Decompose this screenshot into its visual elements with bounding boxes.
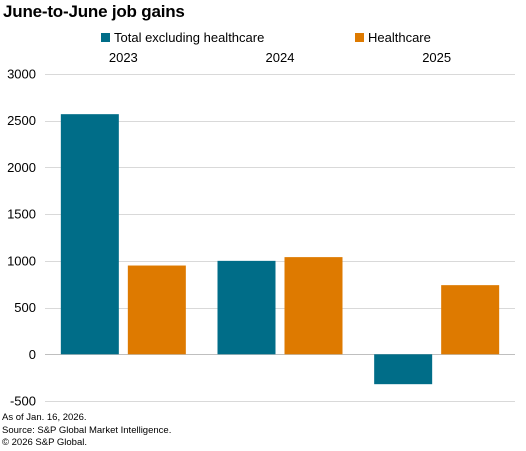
bar-healthcare <box>284 257 343 355</box>
footer-source: Source: S&P Global Market Intelligence. <box>2 424 172 436</box>
y-tick-label: 2000 <box>7 160 36 175</box>
legend-label-total-excluding-healthcare: Total excluding healthcare <box>114 30 265 45</box>
bar-healthcare <box>441 285 500 355</box>
legend-label-healthcare: Healthcare <box>368 30 431 45</box>
legend-item-healthcare: Healthcare <box>355 30 431 46</box>
legend: Total excluding healthcare Healthcare <box>0 30 526 48</box>
category-label: 2024 <box>266 50 295 65</box>
legend-swatch-healthcare <box>355 33 364 42</box>
chart-title: June-to-June job gains <box>3 2 185 21</box>
footer-notes: As of Jan. 16, 2026. Source: S&P Global … <box>2 412 171 450</box>
y-tick-label: 0 <box>29 347 36 362</box>
legend-swatch-total-excluding-healthcare <box>101 33 110 42</box>
y-tick-label: 1500 <box>7 207 36 222</box>
y-tick-label: -500 <box>10 394 36 409</box>
bar-healthcare <box>127 265 186 355</box>
bar-total-excluding-healthcare <box>60 114 119 355</box>
y-tick-label: 1000 <box>7 253 36 268</box>
bar-total-excluding-healthcare <box>374 354 433 385</box>
y-tick-label: 500 <box>14 300 36 315</box>
bar-total-excluding-healthcare <box>217 260 276 355</box>
y-tick-label: 3000 <box>7 67 36 82</box>
category-label: 2023 <box>109 50 138 65</box>
legend-item-total-excluding-healthcare: Total excluding healthcare <box>101 30 264 46</box>
footer-as-of: As of Jan. 16, 2026. <box>2 412 87 423</box>
category-label: 2025 <box>422 50 451 65</box>
footer-copyright: © 2026 S&P Global. <box>2 437 87 448</box>
y-tick-label: 2500 <box>7 113 36 128</box>
